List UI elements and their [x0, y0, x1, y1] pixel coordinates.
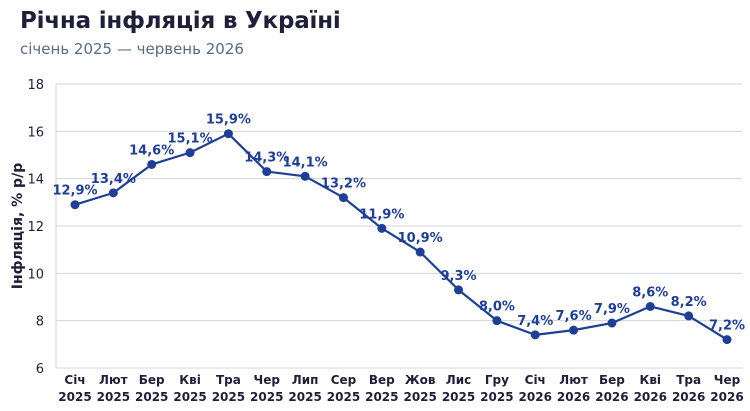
x-tick-year: 2025	[442, 390, 475, 404]
data-label: 15,9%	[206, 113, 251, 128]
x-tick-label: Жов	[405, 373, 436, 387]
x-tick-label: Лип	[292, 373, 319, 387]
x-tick-year: 2025	[288, 390, 321, 404]
data-point	[108, 188, 118, 198]
y-tick-label: 8	[36, 315, 44, 330]
data-point	[530, 330, 540, 340]
x-tick-year: 2025	[403, 390, 436, 404]
data-label: 14,1%	[283, 155, 328, 170]
y-tick-label: 18	[27, 78, 44, 93]
x-tick-label: Кві	[640, 373, 662, 387]
x-tick-label: Чер	[254, 373, 281, 387]
x-tick-year: 2025	[480, 390, 513, 404]
y-tick-label: 16	[27, 125, 44, 140]
data-point	[262, 167, 272, 177]
x-tick-year: 2025	[97, 390, 130, 404]
x-tick-label: Січ	[64, 373, 85, 387]
data-label: 11,9%	[359, 207, 404, 222]
x-tick-label: Чер	[714, 373, 741, 387]
y-tick-label: 6	[36, 362, 44, 377]
data-label: 13,2%	[321, 177, 366, 192]
data-label: 13,4%	[91, 172, 136, 187]
data-point	[607, 318, 617, 328]
x-tick-year: 2026	[557, 390, 590, 404]
x-tick-label: Тра	[216, 373, 241, 387]
series-line	[74, 132, 728, 341]
data-label: 8,6%	[632, 285, 668, 300]
x-tick-year: 2025	[58, 390, 91, 404]
chart-subtitle: січень 2025 — червень 2026	[20, 40, 244, 58]
data-point	[338, 193, 348, 203]
x-tick-label: Лют	[99, 373, 128, 387]
chart-title: Річна інфляція в Україні	[20, 8, 341, 34]
x-tick-year: 2026	[710, 390, 743, 404]
data-point	[645, 301, 655, 311]
x-tick-year: 2025	[212, 390, 245, 404]
data-label: 8,0%	[479, 300, 515, 315]
x-tick-year: 2025	[135, 390, 168, 404]
data-point	[70, 200, 80, 210]
x-tick-label: Бер	[599, 373, 625, 387]
x-tick-year: 2026	[595, 390, 628, 404]
data-label: 14,6%	[129, 143, 174, 158]
x-tick-label: Вер	[369, 373, 395, 387]
data-point	[415, 247, 425, 257]
x-tick-year: 2026	[672, 390, 705, 404]
y-tick-label: 14	[27, 173, 44, 188]
y-axis-label: Інфляція, % р/р	[10, 163, 26, 289]
data-label: 9,3%	[440, 269, 476, 284]
data-point	[569, 325, 579, 335]
data-point	[223, 129, 233, 139]
x-tick-label: Січ	[525, 373, 546, 387]
x-tick-year: 2026	[519, 390, 552, 404]
data-label: 15,1%	[168, 132, 213, 147]
data-label: 7,4%	[517, 314, 553, 329]
data-point	[684, 311, 694, 321]
x-tick-year: 2025	[365, 390, 398, 404]
x-tick-label: Бер	[139, 373, 165, 387]
data-label: 7,9%	[594, 302, 630, 317]
x-tick-label: Гру	[485, 373, 509, 387]
data-point	[300, 171, 310, 181]
data-label: 8,2%	[671, 295, 707, 310]
x-tick-label: Тра	[676, 373, 701, 387]
data-label: 7,2%	[709, 319, 745, 334]
x-tick-year: 2025	[250, 390, 283, 404]
data-point	[147, 159, 157, 169]
data-point	[454, 285, 464, 295]
x-tick-label: Лис	[446, 373, 472, 387]
y-tick-label: 12	[27, 220, 44, 235]
data-point	[185, 148, 195, 158]
x-tick-label: Сер	[331, 373, 357, 387]
data-point	[722, 335, 732, 345]
x-tick-label: Лют	[559, 373, 588, 387]
data-label: 7,6%	[556, 309, 592, 324]
data-point	[377, 223, 387, 233]
data-label: 12,9%	[52, 184, 97, 199]
y-tick-label: 10	[27, 267, 44, 282]
x-tick-year: 2025	[173, 390, 206, 404]
data-label: 14,3%	[244, 151, 289, 166]
x-tick-year: 2025	[327, 390, 360, 404]
x-tick-label: Кві	[179, 373, 201, 387]
data-label: 10,9%	[398, 231, 443, 246]
data-point	[492, 316, 502, 326]
x-tick-year: 2026	[634, 390, 667, 404]
